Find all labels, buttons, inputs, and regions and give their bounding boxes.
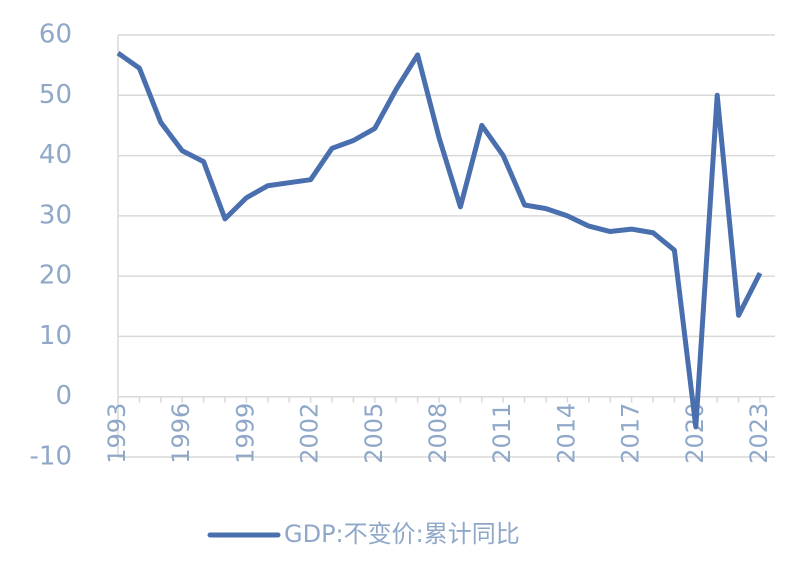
legend-label: GDP:不变价:累计同比	[284, 520, 520, 548]
x-tick-label: 2011	[488, 403, 516, 464]
x-tick-label: 1999	[231, 403, 259, 464]
y-tick-label: 0	[55, 381, 72, 411]
y-tick-label: 50	[39, 80, 72, 110]
x-tick-label: 2017	[617, 403, 645, 464]
x-tick-label: 1996	[167, 403, 195, 464]
x-tick-label: 1993	[103, 403, 131, 464]
x-tick-label: 2002	[296, 403, 324, 464]
y-tick-label: 10	[39, 321, 72, 351]
line	[116, 51, 763, 430]
y-tick-label: 30	[39, 200, 72, 230]
x-tick-label: 2005	[360, 403, 388, 464]
y-tick-label: -10	[30, 442, 72, 472]
x-tick-label: 2014	[552, 403, 580, 464]
x-tick-label: 2023	[745, 403, 773, 464]
y-tick-label: 60	[39, 20, 72, 50]
x-tick-label: 2008	[424, 403, 452, 464]
y-tick-label: 40	[39, 140, 72, 170]
y-tick-label: 20	[39, 261, 72, 291]
